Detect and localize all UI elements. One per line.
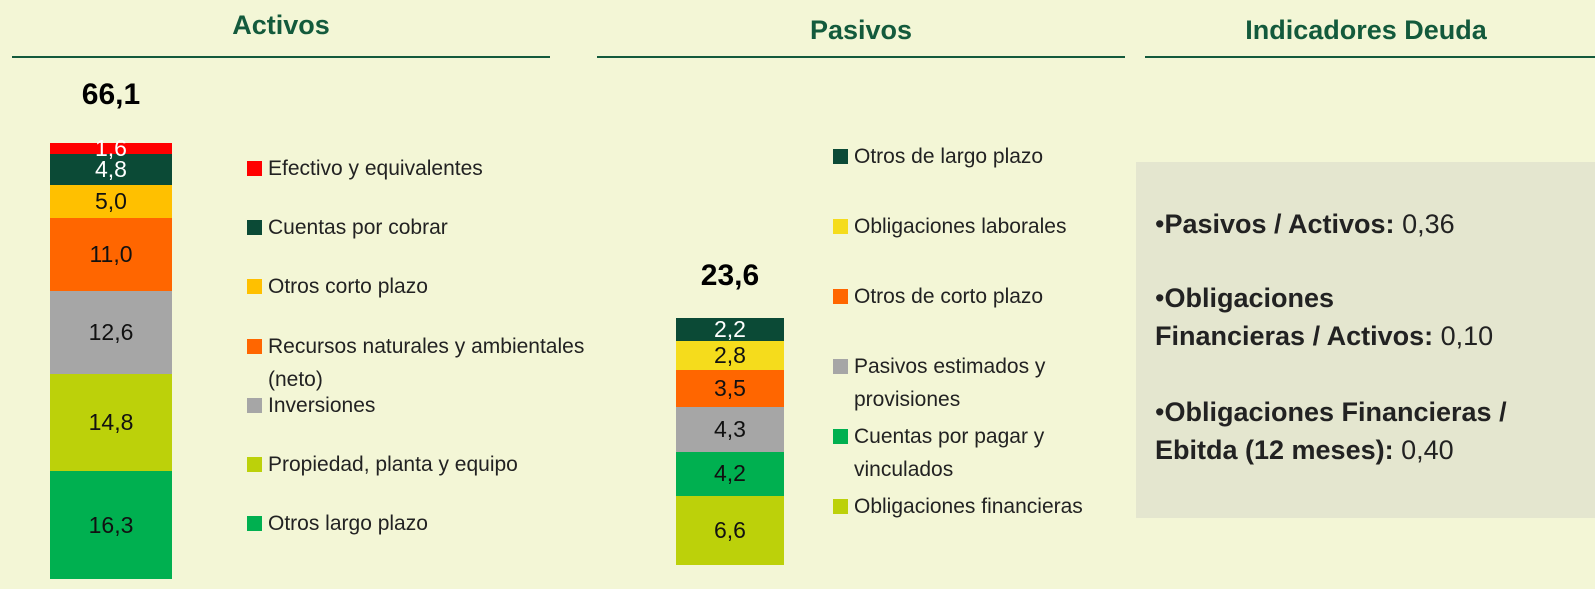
legend-label: Recursos naturales y ambientales (neto) <box>268 335 585 391</box>
data-label: 14,8 <box>88 409 134 436</box>
legend-swatch <box>247 161 262 176</box>
header-rule <box>1145 56 1595 58</box>
bar-segment: 14,8 <box>50 373 172 472</box>
bar-segment: 6,6 <box>676 495 784 565</box>
data-label: 2,8 <box>714 342 746 369</box>
data-label: 2,2 <box>714 316 746 343</box>
legend-swatch <box>247 339 262 354</box>
header: Indicadores Deuda <box>1245 15 1487 45</box>
bar-segment: 5,0 <box>50 185 172 219</box>
header: Activos <box>232 10 330 40</box>
legend-swatch <box>247 516 262 531</box>
data-label: 5,0 <box>95 188 127 215</box>
bar-segment: 4,8 <box>50 153 172 186</box>
legend-swatch <box>833 149 848 164</box>
total-label: 23,6 <box>700 259 760 292</box>
data-label: 4,8 <box>95 155 127 182</box>
total-label: 66,1 <box>81 78 141 111</box>
legend-label: Otros corto plazo <box>268 275 428 298</box>
indicator: Obligaciones Financieras / Ebitda (12 me… <box>1155 393 1575 469</box>
legend-label: Efectivo y equivalentes <box>268 157 483 180</box>
data-label: 16,3 <box>88 511 134 538</box>
bar-segment: 16,3 <box>50 471 172 579</box>
bar-segment: 4,2 <box>676 451 784 496</box>
data-label: 12,6 <box>88 318 134 345</box>
data-label: 3,5 <box>714 375 746 402</box>
legend-label: Obligaciones laborales <box>854 215 1067 238</box>
legend-label: Cuentas por cobrar <box>268 216 448 239</box>
indicator-label: Obligaciones Financieras / Ebitda (12 me… <box>1155 397 1507 465</box>
legend-swatch <box>247 398 262 413</box>
legend-label: Pasivos estimados y provisiones <box>854 355 1046 411</box>
indicator: Pasivos / Activos: 0,36 <box>1155 205 1575 243</box>
data-label: 4,3 <box>714 415 746 442</box>
legend-label: Inversiones <box>268 394 376 417</box>
legend-label: Otros de corto plazo <box>854 285 1044 308</box>
legend-label: Propiedad, planta y equipo <box>268 453 518 476</box>
legend-swatch <box>833 499 848 514</box>
legend-swatch <box>833 219 848 234</box>
indicator-panel <box>1136 162 1595 518</box>
indicator: Obligaciones Financieras / Activos: 0,10 <box>1155 279 1575 355</box>
legend-swatch <box>833 359 848 374</box>
bar-segment: 3,5 <box>676 370 784 407</box>
legend-label: Obligaciones financieras <box>854 495 1083 518</box>
data-label: 6,6 <box>714 516 746 543</box>
indicator-value: 0,40 <box>1401 435 1454 465</box>
bar-segment: 2,2 <box>676 316 784 343</box>
legend-swatch <box>247 279 262 294</box>
legend-swatch <box>247 457 262 472</box>
legend-label: Otros largo plazo <box>268 512 428 535</box>
indicator-value: 0,10 <box>1440 321 1494 351</box>
legend-swatch <box>833 429 848 444</box>
data-label: 1,6 <box>95 134 127 161</box>
data-label: 4,2 <box>714 460 746 487</box>
indicator-value: 0,36 <box>1402 209 1455 239</box>
data-label: 11,0 <box>89 240 133 267</box>
indicator-label: Pasivos / Activos: <box>1155 209 1395 239</box>
legend-label: Cuentas por pagar y vinculados <box>854 425 1045 481</box>
bar-segment: 1,6 <box>50 135 172 161</box>
bar-segment: 2,8 <box>676 341 784 371</box>
bar-segment: 12,6 <box>50 290 172 374</box>
header-rule <box>12 56 550 58</box>
header-rule <box>597 56 1125 58</box>
indicator-label: Obligaciones Financieras / Activos: <box>1155 283 1433 351</box>
legend-label: Otros de largo plazo <box>854 145 1044 168</box>
bar-segment: 4,3 <box>676 406 784 452</box>
legend-swatch <box>833 289 848 304</box>
header: Pasivos <box>809 15 913 45</box>
bar-segment: 11,0 <box>50 218 172 291</box>
legend-swatch <box>247 220 262 235</box>
